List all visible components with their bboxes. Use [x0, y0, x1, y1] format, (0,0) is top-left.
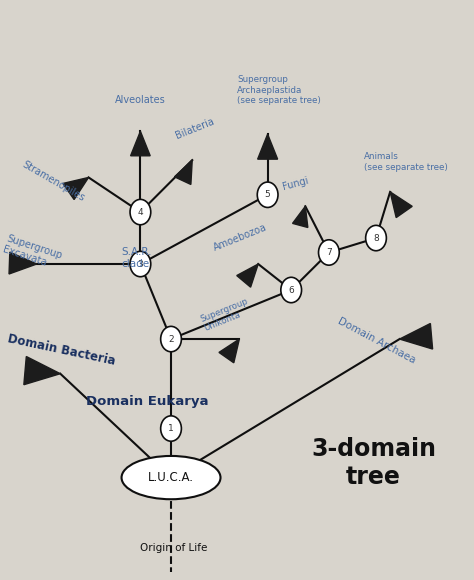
Text: 3-domain
tree: 3-domain tree [311, 437, 436, 489]
Circle shape [161, 327, 182, 351]
Polygon shape [63, 177, 89, 200]
Text: 2: 2 [168, 335, 174, 343]
Polygon shape [390, 192, 412, 218]
Circle shape [130, 251, 151, 277]
Text: Supergroup
Archaeplastida
(see separate tree): Supergroup Archaeplastida (see separate … [237, 75, 321, 106]
Text: S.A.R.
clade: S.A.R. clade [121, 247, 152, 269]
Circle shape [257, 182, 278, 208]
Text: Fungi: Fungi [282, 175, 310, 192]
Text: Domain Eukarya: Domain Eukarya [86, 396, 209, 408]
Text: Supergroup
Unikonta: Supergroup Unikonta [199, 296, 254, 333]
Text: 3: 3 [137, 259, 143, 269]
Text: Bilateria: Bilateria [174, 117, 216, 141]
Text: Domain Bacteria: Domain Bacteria [6, 332, 116, 368]
Polygon shape [9, 252, 36, 274]
Ellipse shape [121, 456, 220, 499]
Polygon shape [258, 134, 278, 159]
Circle shape [161, 416, 182, 441]
Circle shape [281, 277, 301, 303]
Text: 8: 8 [373, 234, 379, 242]
Text: 1: 1 [168, 424, 174, 433]
Circle shape [130, 200, 151, 225]
Polygon shape [24, 357, 60, 385]
Text: Amoebozoa: Amoebozoa [212, 222, 269, 252]
Polygon shape [131, 131, 150, 156]
Text: Stramenopiles: Stramenopiles [20, 159, 86, 203]
Text: L.U.C.A.: L.U.C.A. [148, 471, 194, 484]
Text: Alveolates: Alveolates [115, 95, 165, 106]
Circle shape [319, 240, 339, 265]
Text: 4: 4 [137, 208, 143, 216]
Polygon shape [292, 206, 308, 227]
Text: 7: 7 [326, 248, 332, 257]
Polygon shape [174, 160, 192, 184]
Polygon shape [219, 339, 239, 363]
Text: Animals
(see separate tree): Animals (see separate tree) [364, 153, 448, 172]
Text: Supergroup
Excavata: Supergroup Excavata [1, 234, 63, 272]
Text: Origin of Life: Origin of Life [140, 543, 208, 553]
Text: 6: 6 [288, 285, 294, 295]
Circle shape [365, 226, 386, 251]
Polygon shape [400, 324, 433, 349]
Text: 5: 5 [265, 190, 271, 200]
Polygon shape [237, 264, 258, 287]
Text: Domain Archaea: Domain Archaea [336, 316, 417, 365]
